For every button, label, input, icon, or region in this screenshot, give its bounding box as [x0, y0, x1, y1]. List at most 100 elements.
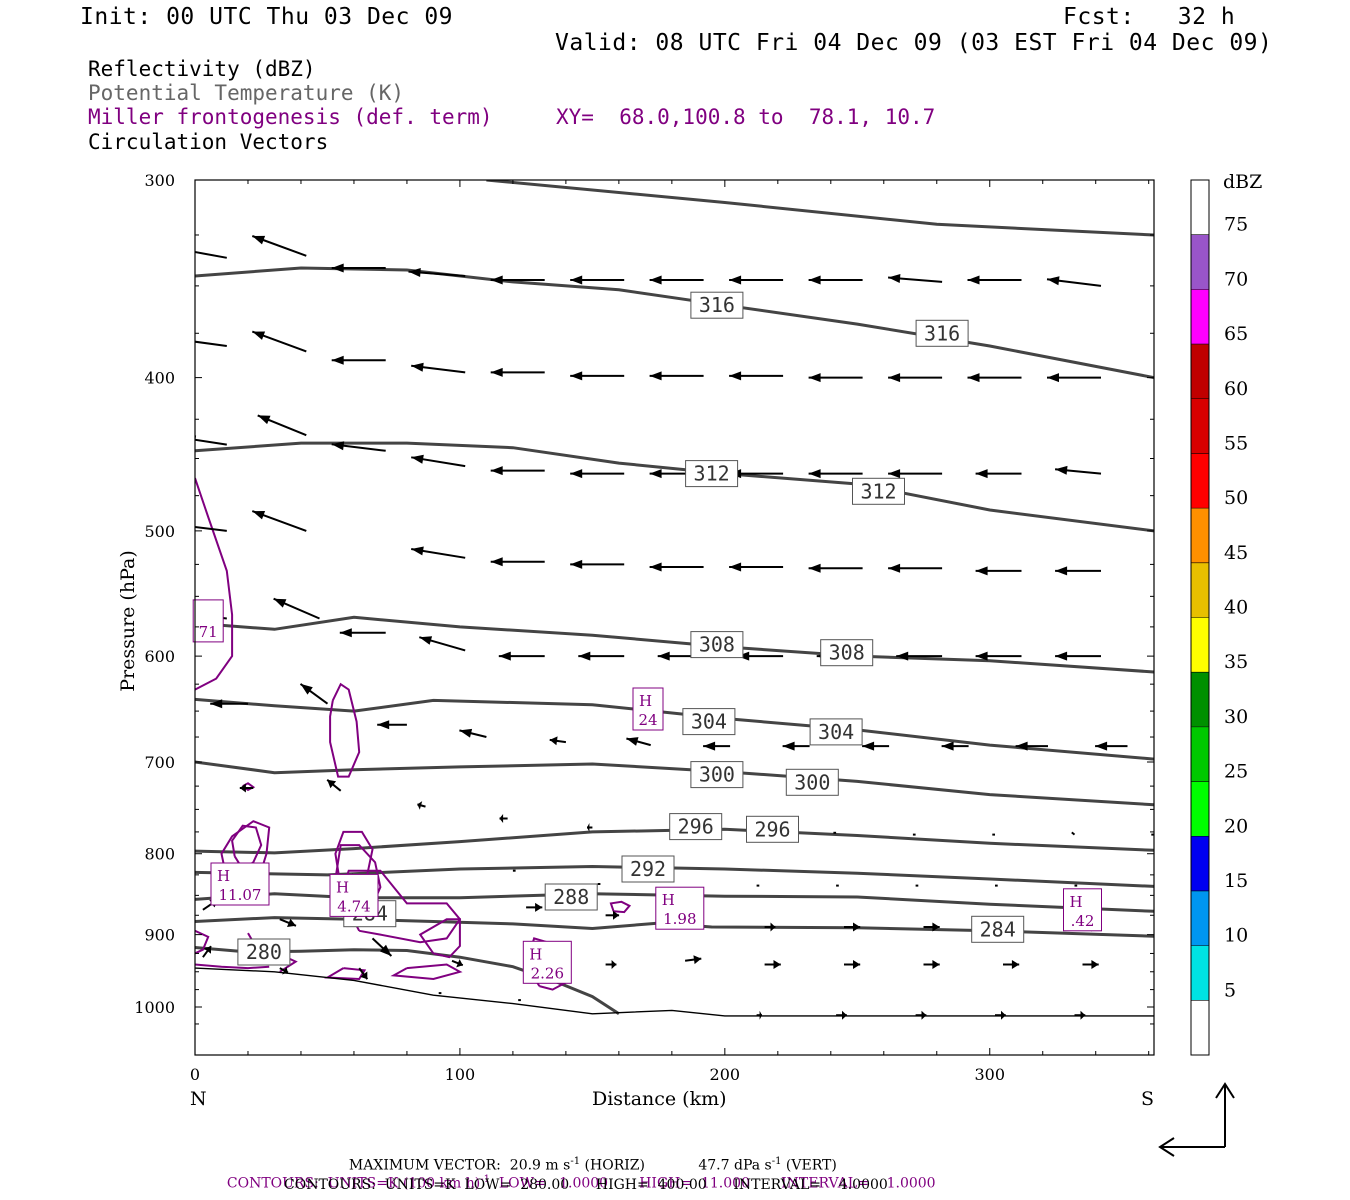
circulation-vector: [570, 371, 625, 381]
colorbar-swatch: [1191, 781, 1209, 837]
colorbar-label: 55: [1224, 432, 1248, 454]
circulation-vector: [331, 441, 386, 452]
vector-head: [1055, 465, 1068, 475]
vector-head: [411, 362, 424, 372]
vector-head: [1011, 960, 1020, 969]
circulation-vector: [210, 699, 248, 709]
circulation-vector: [729, 371, 784, 381]
x-tick-label: 100: [445, 1065, 476, 1084]
circulation-vector: [419, 636, 466, 652]
colorbar-swatch: [1191, 398, 1209, 454]
vector-head: [649, 469, 662, 479]
vector-head: [578, 651, 591, 661]
circulation-vector: [808, 275, 863, 285]
theta-isentrope-304: [195, 697, 1154, 761]
theta-label: 316: [690, 291, 744, 319]
extremum-label: H: [662, 891, 675, 909]
vector-head: [570, 469, 583, 479]
frontogenesis-contour: [195, 929, 210, 955]
theta-label: 300: [690, 761, 744, 789]
vector-head: [490, 557, 503, 567]
vector-head: [888, 274, 901, 283]
extremum-label: H: [529, 945, 542, 963]
vector-head: [490, 367, 503, 377]
circulation-vector: [941, 741, 969, 751]
circulation-vector: [1154, 1011, 1165, 1020]
circulation-vector: [703, 741, 731, 751]
circulation-vector: [570, 275, 625, 285]
vector-head: [210, 699, 223, 709]
theta-label-text: 308: [829, 641, 865, 665]
theta-label-box: [690, 291, 744, 319]
vector-head: [967, 275, 980, 285]
vector-head: [657, 651, 670, 661]
vector-head: [932, 922, 940, 932]
theta-label-box: [690, 631, 744, 659]
circulation-vector: [649, 371, 704, 381]
circulation-vector: [975, 469, 1022, 479]
frontogenesis-contour: [418, 918, 461, 959]
colorbar-swatch: [1191, 562, 1209, 618]
vector-head: [499, 814, 504, 823]
x-axis-title: Distance (km): [592, 1088, 727, 1110]
vector-head: [331, 355, 344, 365]
circulation-vector: [1055, 465, 1102, 475]
circulation-vector: [251, 235, 307, 257]
circulation-vector: [1046, 276, 1102, 287]
circulation-vector: [358, 967, 369, 980]
colorbar-label: 35: [1224, 651, 1248, 673]
circulation-vector: [279, 966, 289, 975]
colorbar-label: 20: [1224, 815, 1248, 837]
vector-key-vertical-head: [1215, 1082, 1235, 1099]
circulation-vector: [195, 435, 227, 446]
y-tick-label: 600: [144, 647, 175, 666]
vector-head: [456, 959, 463, 968]
max-vector-line: MAXIMUM VECTOR: 20.9 m s-1 (HORIZ) 47.7 …: [340, 1140, 837, 1174]
theta-label: 304: [682, 708, 736, 736]
circulation-vector: [526, 902, 543, 912]
circulation-vector: [1003, 960, 1020, 969]
theta-label: 304: [809, 718, 863, 746]
vector-shaft: [1071, 831, 1076, 836]
vector-head: [1095, 741, 1108, 751]
theta-label-text: 308: [699, 633, 735, 657]
vector-head: [331, 263, 344, 273]
vector-head: [252, 331, 266, 340]
circulation-vector: [411, 362, 466, 374]
theta-label-box: [685, 460, 739, 488]
circulation-vector: [339, 628, 386, 638]
circulation-vector: [299, 683, 329, 705]
vector-head: [327, 779, 337, 789]
circulation-vector: [411, 546, 466, 559]
max-vector-horiz-tag: (HORIZ): [580, 1157, 645, 1174]
vector-head: [613, 910, 620, 920]
vector-head: [808, 373, 821, 383]
vector-head: [570, 275, 583, 285]
vector-key-horizontal-head: [1158, 1137, 1175, 1157]
theta-label: 296: [669, 813, 723, 841]
circulation-vector: [549, 736, 567, 746]
valid-time: Valid: 08 UTC Fri 04 Dec 09 (03 EST Fri …: [555, 30, 1273, 56]
vector-head: [331, 441, 345, 451]
circulation-vector: [587, 823, 593, 832]
circulation-vector: [808, 469, 863, 479]
colorbar-unit: dBZ: [1223, 171, 1262, 193]
extremum-box: [329, 873, 379, 917]
vector-head: [1091, 960, 1099, 969]
vector-head: [626, 737, 639, 746]
frontogenesis-extremum: H.42: [1063, 888, 1102, 932]
field-theta: Potential Temperature (K): [88, 81, 405, 105]
vector-head: [417, 801, 423, 810]
circulation-vector: [684, 955, 702, 965]
vector-head: [273, 598, 287, 608]
circulation-vector: [195, 251, 227, 259]
circulation-vector: [649, 562, 704, 572]
vector-head: [896, 651, 909, 661]
vector-head: [932, 960, 940, 969]
frontogenesis-extremum: H2.26: [522, 940, 572, 984]
vector-head: [203, 946, 211, 954]
circulation-vector: [1071, 831, 1076, 836]
circulation-vector: [782, 741, 810, 751]
